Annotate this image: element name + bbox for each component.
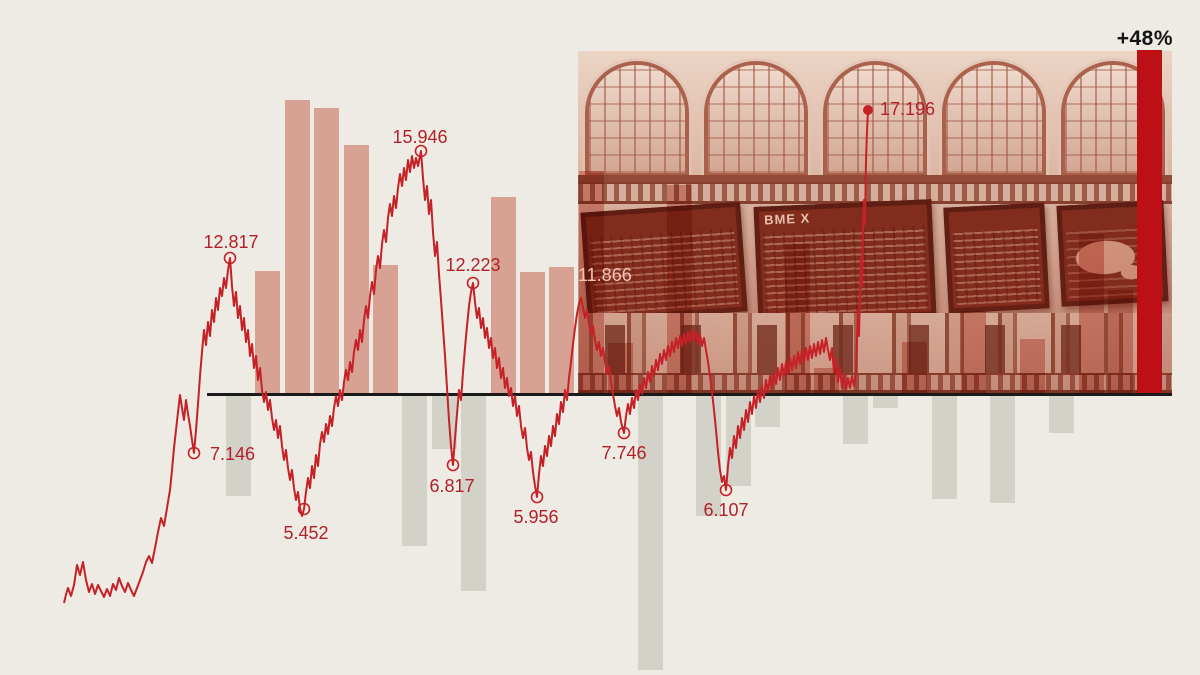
milestone-marker-5452 [297, 502, 311, 516]
bar-1994 [226, 394, 251, 497]
bar-2019 [961, 311, 986, 394]
bar-2018 [931, 394, 957, 499]
index-line [63, 109, 869, 604]
milestone-marker-6817 [446, 458, 460, 472]
bar-2010 [696, 394, 722, 516]
bar-2004 [520, 272, 545, 394]
bar-2001 [431, 394, 457, 449]
bar-2021 [1019, 338, 1045, 394]
arch-window-icon [589, 65, 686, 173]
bar-2022 [1049, 394, 1075, 434]
bar-2002 [461, 394, 487, 591]
baseline-axis [207, 393, 1172, 396]
arch-window-icon [826, 65, 923, 173]
bar-2015 [843, 394, 869, 445]
bolsa-madrid-photo: BME X [578, 51, 1172, 394]
milestone-marker-17196 [863, 105, 873, 115]
bar-1998 [343, 144, 369, 394]
bar-2024 [1108, 290, 1133, 394]
photo-plinth [578, 390, 1172, 394]
photo-arches [578, 57, 1172, 173]
milestone-marker-12817 [223, 251, 237, 265]
milestone-label-15946: 15.946 [392, 127, 448, 147]
bar-1997 [314, 108, 340, 394]
bar-2008 [637, 394, 663, 670]
milestone-label-6107: 6.107 [703, 500, 749, 520]
bar-2009 [667, 185, 692, 394]
milestone-marker-7746 [617, 426, 631, 440]
milestone-label-12817: 12.817 [203, 232, 259, 252]
bar-2025 [1137, 50, 1163, 394]
milestone-marker-7146 [187, 446, 201, 460]
milestone-label-11866: 11.866 [578, 265, 632, 285]
bar-1996 [284, 100, 310, 394]
milestone-label-5452: 5.452 [283, 523, 329, 543]
milestone-marker-12223 [466, 276, 480, 290]
milestone-label-5956: 5.956 [513, 507, 559, 527]
bar-2017 [902, 342, 928, 394]
bar-2020 [990, 394, 1016, 503]
bar-2000 [402, 394, 428, 546]
milestone-marker-6107 [719, 483, 733, 497]
bar-2003 [490, 196, 516, 394]
bar-1999 [373, 265, 398, 394]
milestone-marker-5956 [530, 490, 544, 504]
photo-cornice [578, 175, 1172, 182]
milestone-label-17196: 17.196 [880, 99, 936, 119]
arch-window-icon [708, 65, 805, 173]
bar-2016 [872, 394, 898, 408]
milestone-label-12223: 12.223 [445, 255, 501, 275]
milestone-marker-15946 [414, 144, 428, 158]
milestone-label-7146: 7.146 [210, 444, 256, 464]
milestone-label-7746: 7.746 [601, 443, 647, 463]
gain-percent-label: +48% [1116, 27, 1173, 50]
bar-2023 [1078, 234, 1104, 394]
bar-2006 [578, 171, 604, 394]
milestone-label-6817: 6.817 [429, 476, 475, 496]
arch-window-icon [945, 65, 1042, 173]
